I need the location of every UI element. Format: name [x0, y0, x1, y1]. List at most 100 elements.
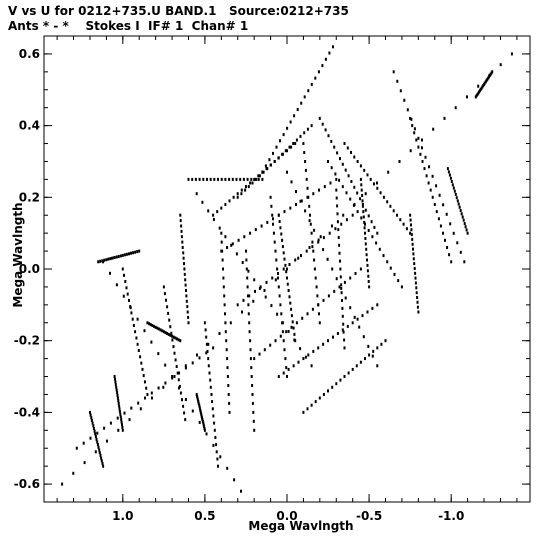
uv-point	[114, 377, 116, 381]
uv-point	[335, 277, 338, 281]
uv-point	[364, 231, 366, 235]
uv-point	[115, 388, 118, 392]
uv-point	[398, 160, 401, 163]
uv-point	[151, 324, 154, 327]
uv-point	[302, 357, 305, 361]
uv-point	[120, 420, 123, 424]
uv-point	[416, 296, 419, 299]
uv-point	[137, 349, 140, 352]
uv-point	[304, 168, 307, 172]
uv-point	[248, 294, 251, 298]
uv-point	[128, 298, 130, 302]
uv-point	[248, 330, 251, 334]
uv-point	[424, 155, 427, 159]
uv-point	[445, 212, 448, 216]
uv-point	[179, 213, 182, 217]
uv-point	[466, 231, 469, 235]
uv-point	[281, 330, 284, 334]
uv-point	[249, 181, 252, 185]
uv-point	[205, 342, 208, 346]
uv-point	[273, 240, 276, 244]
uv-point	[363, 168, 366, 172]
uv-point	[224, 177, 227, 181]
uv-point	[116, 391, 119, 395]
uv-point	[370, 220, 373, 224]
uv-point	[336, 151, 339, 155]
uv-point	[130, 251, 132, 255]
uv-point	[123, 411, 126, 415]
uv-point	[198, 403, 201, 407]
uv-point	[414, 281, 417, 285]
uv-point	[322, 248, 325, 252]
uv-point	[219, 455, 222, 459]
uv-point	[369, 177, 372, 181]
uv-point	[183, 267, 186, 271]
uv-point	[89, 436, 92, 440]
uv-point	[510, 52, 513, 56]
uv-point	[209, 177, 212, 181]
uv-point	[367, 274, 370, 278]
uv-point	[449, 176, 452, 180]
uv-point	[335, 177, 338, 181]
uv-point	[171, 376, 174, 380]
uv-point	[102, 464, 105, 468]
uv-point	[343, 280, 346, 284]
uv-point	[151, 396, 153, 400]
uv-point	[294, 142, 297, 145]
uv-point	[215, 450, 218, 454]
uv-point	[121, 253, 124, 257]
uv-point	[272, 231, 275, 235]
uv-point	[353, 315, 356, 319]
uv-point	[335, 382, 338, 386]
uv-point	[442, 203, 445, 207]
uv-point	[163, 292, 166, 296]
uv-point	[310, 364, 313, 368]
uv-point	[213, 421, 216, 425]
uv-point	[416, 300, 419, 304]
uv-point	[360, 188, 363, 192]
uv-point	[299, 134, 302, 138]
uv-point	[310, 82, 313, 86]
uv-point	[316, 294, 319, 298]
uv-point	[249, 357, 252, 361]
uv-point	[454, 192, 457, 196]
uv-point	[274, 249, 277, 253]
uv-point	[287, 329, 290, 333]
uv-point	[162, 330, 165, 334]
uv-point	[236, 195, 239, 199]
uv-point	[223, 294, 226, 298]
uv-point	[313, 258, 316, 262]
uv-point	[334, 172, 337, 176]
uv-point	[183, 411, 186, 415]
uv-point	[275, 258, 278, 262]
uv-point	[198, 177, 201, 181]
uv-point	[93, 429, 96, 433]
uv-point	[284, 263, 287, 267]
uv-point	[359, 177, 362, 181]
uv-point	[328, 51, 331, 55]
uv-point	[387, 170, 390, 174]
uv-point	[334, 227, 337, 231]
uv-point	[164, 381, 167, 385]
uv-point	[343, 375, 346, 378]
uv-point	[312, 249, 315, 253]
uv-point	[341, 314, 344, 318]
uv-point	[290, 307, 293, 311]
uv-point	[251, 393, 254, 396]
uv-point	[196, 396, 199, 400]
uv-point	[178, 386, 180, 390]
uv-point	[371, 354, 374, 358]
uv-point	[477, 84, 480, 88]
uv-point	[413, 131, 416, 135]
uv-point	[92, 427, 95, 430]
uv-point	[364, 208, 367, 212]
uv-point	[292, 142, 295, 145]
uv-point	[167, 332, 170, 336]
uv-point	[397, 279, 400, 283]
uv-point	[240, 489, 242, 493]
uv-point	[95, 437, 98, 441]
uv-point	[282, 251, 285, 255]
uv-point	[209, 385, 212, 389]
uv-point	[331, 385, 334, 389]
uv-point	[272, 151, 274, 155]
